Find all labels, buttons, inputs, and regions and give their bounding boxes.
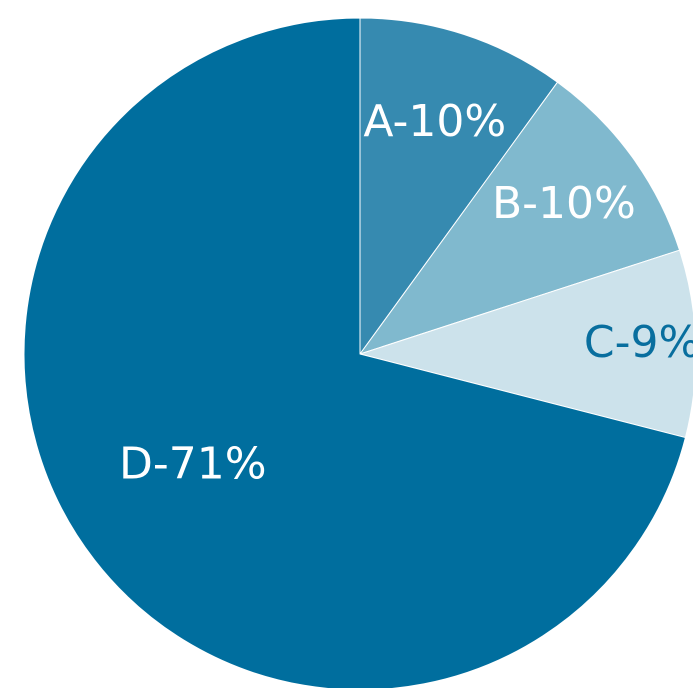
slice-label-c: C-9%: [584, 317, 693, 368]
pie-slice-c: [359, 249, 693, 439]
pie-slice-d: [23, 17, 686, 688]
pie-slices: [23, 17, 693, 688]
slice-label-b: B-10%: [492, 178, 636, 229]
pie-labels: A-10% B-10% C-9% D-71%: [119, 96, 693, 490]
slice-label-a: A-10%: [363, 96, 506, 147]
pie-slice-a: [359, 17, 558, 355]
pie-slice-b: [359, 81, 681, 355]
slice-label-d: D-71%: [119, 439, 267, 490]
